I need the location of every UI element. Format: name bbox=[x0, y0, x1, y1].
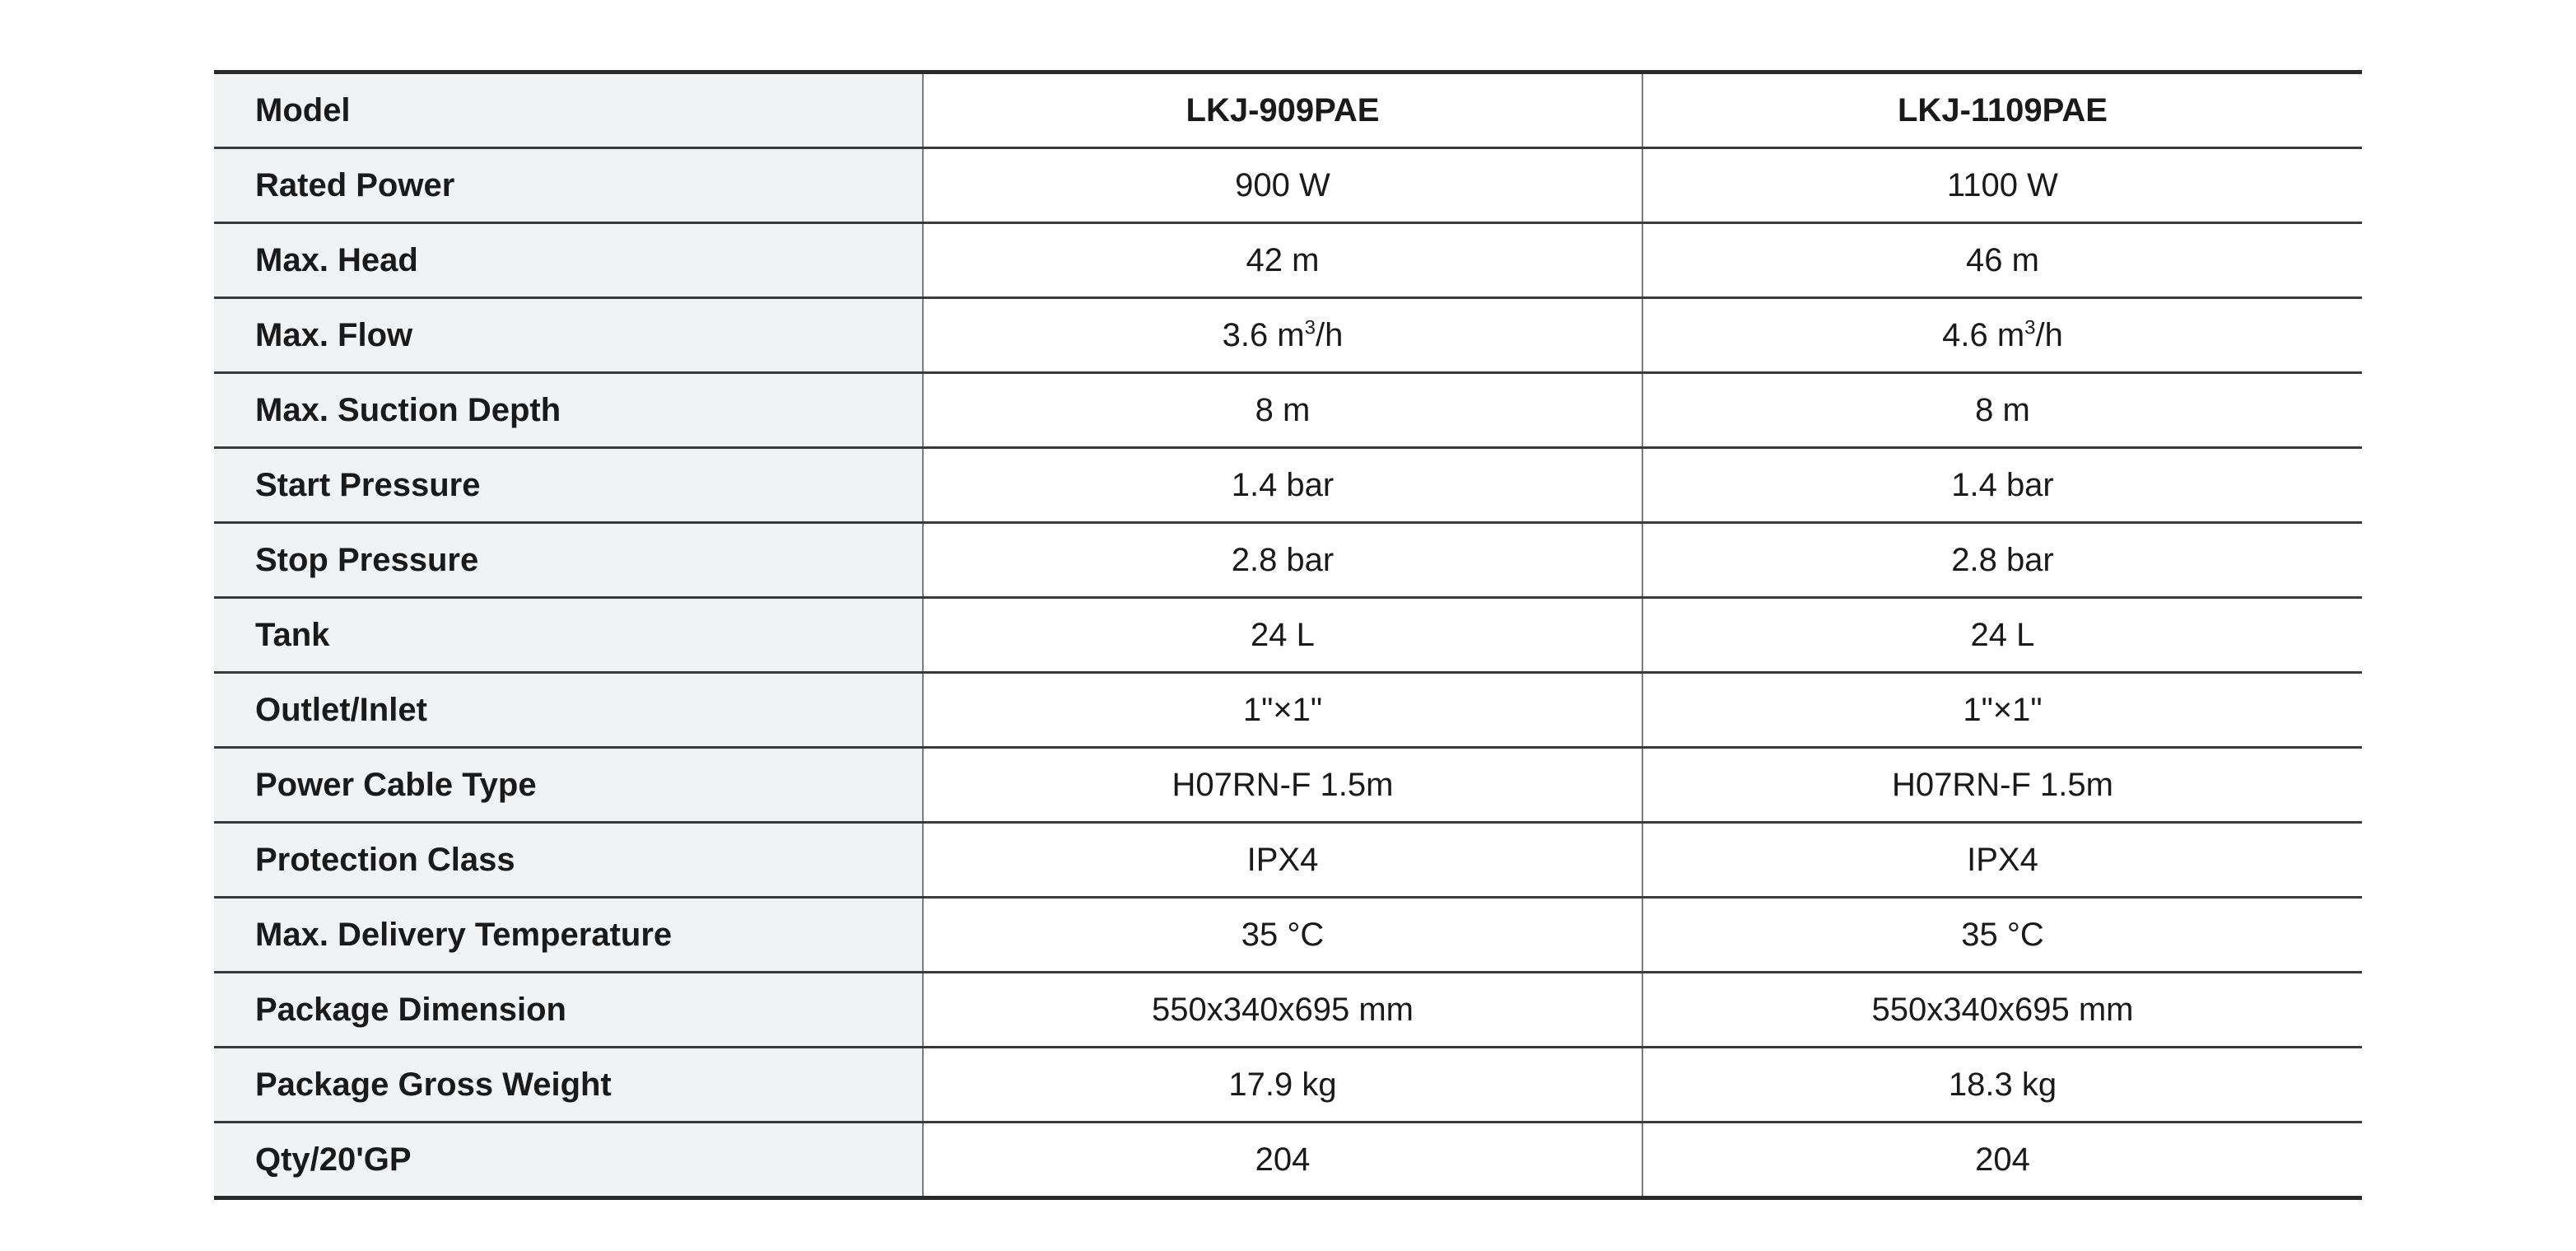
spec-table: Model LKJ-909PAE LKJ-1109PAE Rated Power… bbox=[214, 70, 2362, 1200]
page-container: Model LKJ-909PAE LKJ-1109PAE Rated Power… bbox=[0, 0, 2576, 1251]
row-value-1: 24 L bbox=[923, 598, 1642, 673]
header-label: Model bbox=[214, 72, 923, 148]
row-value-1: IPX4 bbox=[923, 823, 1642, 898]
table-row: Max. Head42 m46 m bbox=[214, 223, 2362, 298]
row-label: Max. Flow bbox=[214, 298, 923, 373]
row-label: Package Gross Weight bbox=[214, 1048, 923, 1123]
row-label: Qty/20'GP bbox=[214, 1123, 923, 1198]
table-row: Tank24 L24 L bbox=[214, 598, 2362, 673]
table-header-row: Model LKJ-909PAE LKJ-1109PAE bbox=[214, 72, 2362, 148]
row-value-2: 8 m bbox=[1642, 373, 2362, 448]
table-row: Rated Power900 W1100 W bbox=[214, 148, 2362, 223]
row-value-2: 18.3 kg bbox=[1642, 1048, 2362, 1123]
row-label: Protection Class bbox=[214, 823, 923, 898]
row-value-2: 204 bbox=[1642, 1123, 2362, 1198]
row-value-1: 1"×1" bbox=[923, 673, 1642, 748]
row-value-2: H07RN-F 1.5m bbox=[1642, 748, 2362, 823]
row-value-2: 1100 W bbox=[1642, 148, 2362, 223]
table-row: Package Gross Weight17.9 kg18.3 kg bbox=[214, 1048, 2362, 1123]
row-value-2: 35 °C bbox=[1642, 898, 2362, 973]
table-row: Stop Pressure2.8 bar2.8 bar bbox=[214, 523, 2362, 598]
row-value-1: 8 m bbox=[923, 373, 1642, 448]
row-value-2: 1"×1" bbox=[1642, 673, 2362, 748]
row-label: Max. Head bbox=[214, 223, 923, 298]
row-value-2: 1.4 bar bbox=[1642, 448, 2362, 523]
table-row: Max. Delivery Temperature35 °C35 °C bbox=[214, 898, 2362, 973]
row-value-2: 2.8 bar bbox=[1642, 523, 2362, 598]
row-label: Stop Pressure bbox=[214, 523, 923, 598]
row-label: Start Pressure bbox=[214, 448, 923, 523]
row-label: Max. Suction Depth bbox=[214, 373, 923, 448]
row-value-1: 35 °C bbox=[923, 898, 1642, 973]
row-label: Rated Power bbox=[214, 148, 923, 223]
table-row: Protection ClassIPX4IPX4 bbox=[214, 823, 2362, 898]
row-value-1: 550x340x695 mm bbox=[923, 973, 1642, 1048]
row-value-2: 4.6 m3/h bbox=[1642, 298, 2362, 373]
table-row: Start Pressure1.4 bar1.4 bar bbox=[214, 448, 2362, 523]
table-row: Max. Flow3.6 m3/h4.6 m3/h bbox=[214, 298, 2362, 373]
row-value-1: 17.9 kg bbox=[923, 1048, 1642, 1123]
table-row: Outlet/Inlet1"×1"1"×1" bbox=[214, 673, 2362, 748]
table-row: Max. Suction Depth8 m8 m bbox=[214, 373, 2362, 448]
row-value-1: 3.6 m3/h bbox=[923, 298, 1642, 373]
table-row: Qty/20'GP204204 bbox=[214, 1123, 2362, 1198]
row-label: Tank bbox=[214, 598, 923, 673]
row-label: Max. Delivery Temperature bbox=[214, 898, 923, 973]
row-value-1: 1.4 bar bbox=[923, 448, 1642, 523]
row-label: Outlet/Inlet bbox=[214, 673, 923, 748]
row-label: Power Cable Type bbox=[214, 748, 923, 823]
row-value-2: 24 L bbox=[1642, 598, 2362, 673]
table-row: Power Cable TypeH07RN-F 1.5mH07RN-F 1.5m bbox=[214, 748, 2362, 823]
row-value-1: 204 bbox=[923, 1123, 1642, 1198]
row-value-1: 900 W bbox=[923, 148, 1642, 223]
row-value-2: 46 m bbox=[1642, 223, 2362, 298]
row-value-2: 550x340x695 mm bbox=[1642, 973, 2362, 1048]
table-row: Package Dimension550x340x695 mm550x340x6… bbox=[214, 973, 2362, 1048]
row-label: Package Dimension bbox=[214, 973, 923, 1048]
row-value-1: 2.8 bar bbox=[923, 523, 1642, 598]
header-model-1: LKJ-909PAE bbox=[923, 72, 1642, 148]
header-model-2: LKJ-1109PAE bbox=[1642, 72, 2362, 148]
row-value-1: 42 m bbox=[923, 223, 1642, 298]
row-value-2: IPX4 bbox=[1642, 823, 2362, 898]
row-value-1: H07RN-F 1.5m bbox=[923, 748, 1642, 823]
